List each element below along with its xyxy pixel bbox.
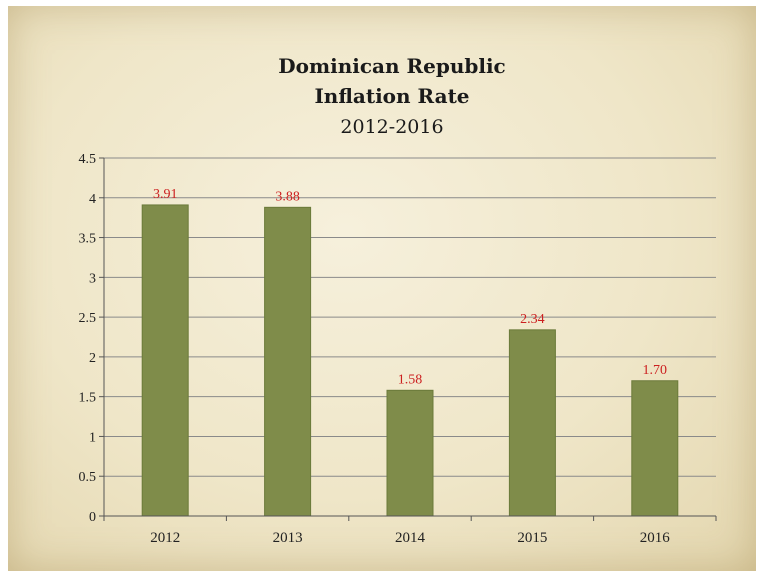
data-label-2014: 1.58 xyxy=(398,372,423,387)
data-label-2015: 2.34 xyxy=(520,312,545,327)
y-axis-ticks: 0 0.5 1 1.5 2 2.5 3 3.5 4 4.5 xyxy=(79,152,104,525)
y-tick-label: 3.5 xyxy=(79,232,97,247)
bar-2013 xyxy=(264,206,312,517)
y-tick-label: 4.5 xyxy=(79,152,97,167)
data-labels: 3.91 3.88 1.58 2.34 1.70 xyxy=(153,187,667,387)
y-tick-label: 2.5 xyxy=(79,311,97,326)
bar-2014 xyxy=(386,389,434,517)
data-label-2016: 1.70 xyxy=(643,363,668,378)
y-tick-label: 3 xyxy=(89,271,96,286)
x-category-label-2016: 2016 xyxy=(640,530,671,546)
bar-2016 xyxy=(631,380,679,517)
y-tick-label: 0.5 xyxy=(79,470,97,485)
y-tick-label: 1 xyxy=(89,430,96,445)
bars xyxy=(141,204,679,517)
x-axis: 2012 2013 2014 2015 2016 xyxy=(103,158,717,546)
bar-2012 xyxy=(141,204,189,517)
x-category-label-2015: 2015 xyxy=(517,530,547,546)
chart-title: Dominican Republic Inflation Rate 2012-2… xyxy=(278,54,505,138)
chart-title-line-1: Dominican Republic xyxy=(278,54,505,78)
chart-title-line-2: Inflation Rate xyxy=(314,84,469,108)
x-category-label-2014: 2014 xyxy=(395,530,426,546)
data-label-2013: 3.88 xyxy=(275,189,300,204)
y-tick-label: 2 xyxy=(89,351,96,366)
y-tick-label: 1.5 xyxy=(79,391,97,406)
x-category-label-2013: 2013 xyxy=(273,530,303,546)
x-category-label-2012: 2012 xyxy=(150,530,180,546)
y-tick-label: 4 xyxy=(89,192,96,207)
bar-2015 xyxy=(508,329,556,517)
chart-title-line-3: 2012-2016 xyxy=(340,116,443,138)
data-label-2012: 3.91 xyxy=(153,187,178,202)
y-tick-label: 0 xyxy=(89,510,96,525)
